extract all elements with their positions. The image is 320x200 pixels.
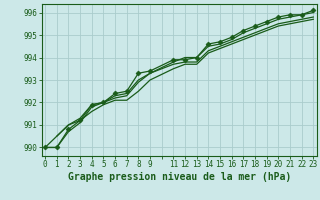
X-axis label: Graphe pression niveau de la mer (hPa): Graphe pression niveau de la mer (hPa) <box>68 172 291 182</box>
